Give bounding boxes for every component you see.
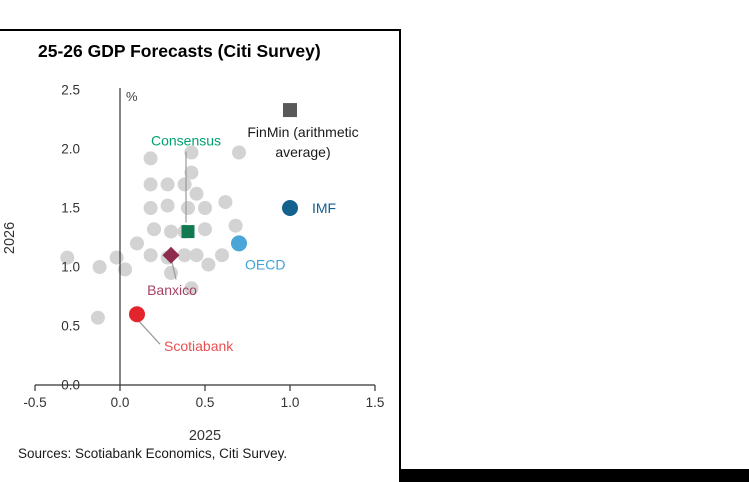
- finmin-label: FinMin (arithmetic: [247, 124, 358, 140]
- x-tick-label: 0.5: [196, 395, 215, 410]
- data-point: [164, 265, 178, 280]
- y-tick-label: 1.0: [61, 260, 80, 275]
- data-point: [118, 262, 133, 277]
- data-point: [232, 145, 246, 160]
- data-point: [92, 260, 107, 274]
- data-point: [189, 186, 204, 201]
- data-point: [147, 222, 161, 237]
- banxico-marker: [162, 246, 180, 264]
- oecd-marker: [231, 235, 247, 252]
- imf-marker: [282, 200, 298, 216]
- data-point: [60, 250, 75, 265]
- data-point: [130, 236, 144, 251]
- gdp-forecast-scatter-chart: -0.5 0.0 0.5 1.0 1.5 0.0 0.5 1.0 1.5 2.0 2.5 % 2025 2…: [2, 83, 385, 445]
- consensus-label: Consensus: [151, 133, 221, 149]
- data-point: [143, 177, 158, 192]
- sources-text: Sources: Scotiabank Economics, Citi Surv…: [18, 446, 288, 461]
- data-point: [143, 248, 158, 263]
- data-point: [198, 222, 212, 237]
- finmin-label: average): [275, 144, 330, 160]
- data-point: [201, 257, 216, 272]
- data-point: [90, 310, 105, 325]
- data-point: [218, 195, 233, 210]
- banxico-label: Banxico: [147, 282, 197, 298]
- data-point: [184, 165, 199, 180]
- x-tick-label: -0.5: [23, 395, 46, 410]
- y-tick-label: 2.0: [61, 142, 80, 157]
- data-point: [160, 177, 175, 192]
- imf-label: IMF: [312, 200, 336, 216]
- data-point: [177, 248, 192, 263]
- data-point: [215, 248, 229, 263]
- y-tick-label: 1.5: [61, 201, 80, 216]
- data-point: [177, 177, 192, 192]
- oecd-label: OECD: [245, 256, 285, 272]
- y-axis-title: 2026: [2, 222, 18, 254]
- data-point: [143, 151, 158, 166]
- x-tick-label: 0.0: [111, 395, 130, 410]
- data-point: [164, 224, 178, 239]
- percent-unit-label: %: [126, 89, 138, 104]
- data-point: [228, 218, 243, 233]
- annotation-leader-line: [137, 319, 161, 345]
- chart-title: 25-26 GDP Forecasts (Citi Survey): [38, 41, 321, 61]
- x-tick-label: 1.5: [366, 395, 385, 410]
- data-point: [189, 248, 204, 263]
- scotiabank-label: Scotiabank: [164, 338, 234, 354]
- right-divider-line: [399, 29, 401, 482]
- data-point: [198, 201, 212, 215]
- y-tick-label: 2.5: [61, 83, 80, 98]
- data-point: [184, 281, 199, 296]
- data-point: [184, 145, 199, 160]
- scotiabank-marker: [129, 306, 145, 323]
- finmin-marker: [283, 103, 297, 118]
- x-tick-label: 1.0: [281, 395, 300, 410]
- x-axis-title: 2025: [189, 428, 221, 444]
- data-point: [109, 250, 124, 265]
- y-tick-label: 0.0: [61, 378, 80, 393]
- data-point: [160, 198, 175, 213]
- y-tick-label: 0.5: [61, 319, 80, 334]
- data-point: [181, 201, 195, 215]
- annotation-leader-line: [171, 262, 177, 280]
- top-divider-line: [0, 29, 400, 31]
- consensus-marker: [181, 225, 195, 239]
- data-point: [143, 201, 158, 215]
- next-section-border-bar: [399, 469, 749, 482]
